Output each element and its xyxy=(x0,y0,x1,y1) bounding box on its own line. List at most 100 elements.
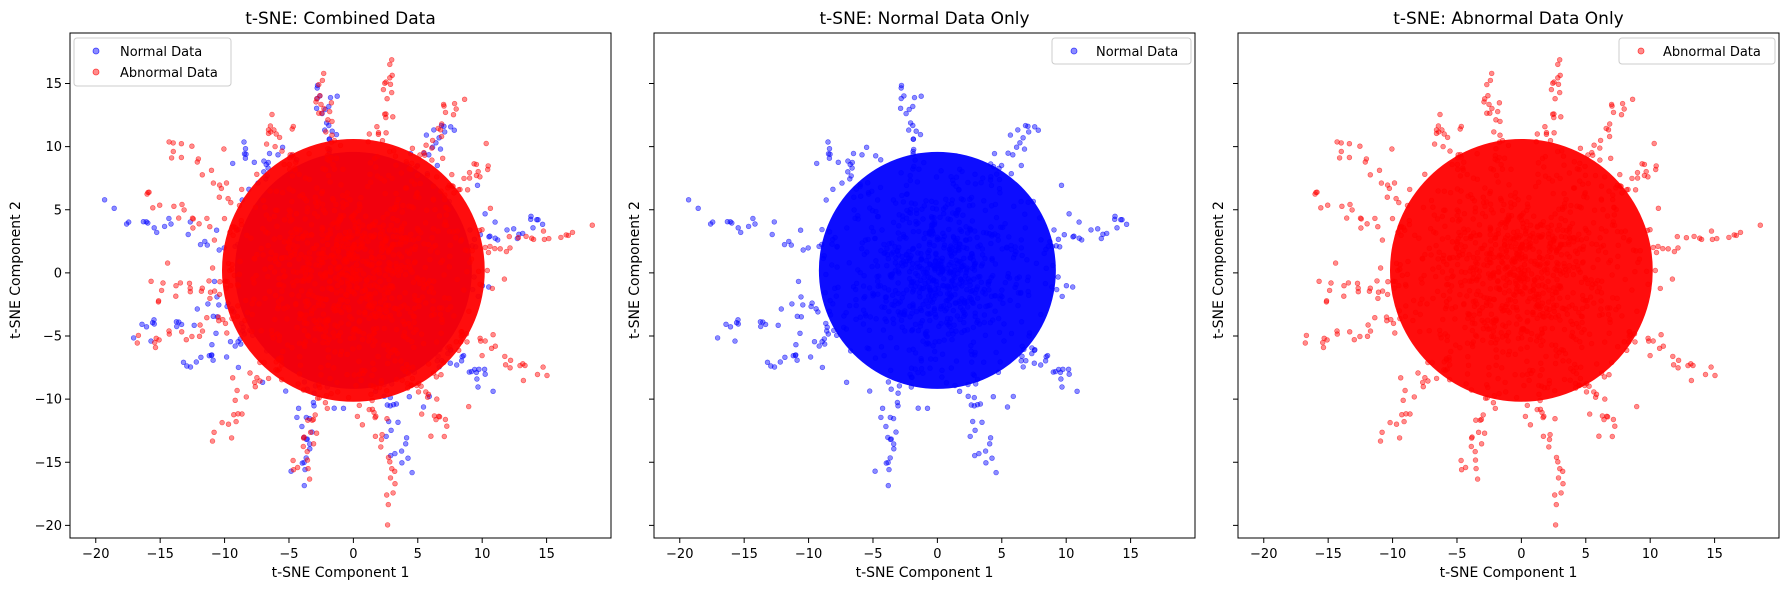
data-point xyxy=(391,241,397,248)
data-point xyxy=(281,217,288,223)
data-point xyxy=(144,191,150,197)
data-point xyxy=(771,219,777,225)
data-point xyxy=(870,290,876,296)
data-point xyxy=(381,325,387,332)
data-point xyxy=(291,282,297,289)
data-point xyxy=(800,247,806,253)
data-point xyxy=(435,125,441,132)
data-point xyxy=(996,176,1003,183)
data-point xyxy=(304,457,311,463)
data-point xyxy=(415,389,422,395)
data-point xyxy=(982,448,989,454)
data-point xyxy=(724,219,731,225)
data-point xyxy=(312,194,318,200)
data-point xyxy=(1455,218,1462,224)
data-point xyxy=(829,241,835,247)
data-point xyxy=(798,294,804,300)
data-point xyxy=(1446,296,1453,302)
data-point xyxy=(366,131,372,137)
data-point xyxy=(898,170,904,176)
data-point xyxy=(723,321,729,327)
data-point xyxy=(290,123,296,130)
data-point xyxy=(893,345,900,351)
data-point xyxy=(851,207,857,213)
data-point xyxy=(366,223,373,230)
data-point xyxy=(1074,388,1080,394)
data-point xyxy=(926,230,932,236)
data-point xyxy=(1490,400,1497,406)
data-point xyxy=(834,264,840,270)
data-point xyxy=(1397,375,1404,381)
data-point xyxy=(957,227,963,233)
data-point xyxy=(368,391,374,397)
data-point xyxy=(865,236,871,243)
data-point xyxy=(262,266,268,272)
data-point xyxy=(389,175,395,182)
data-point xyxy=(869,188,875,195)
data-point xyxy=(1507,239,1513,245)
data-point xyxy=(1417,311,1424,318)
data-point xyxy=(423,207,430,213)
data-point xyxy=(414,163,420,170)
data-point xyxy=(412,259,418,265)
data-point xyxy=(866,388,873,394)
data-point xyxy=(378,380,384,387)
data-point xyxy=(216,182,223,188)
legend-label-normal: Normal Data xyxy=(120,45,202,60)
data-point xyxy=(733,320,740,326)
data-point xyxy=(1571,159,1578,165)
data-point xyxy=(1558,215,1564,222)
data-point xyxy=(407,267,414,273)
data-point xyxy=(1639,161,1645,167)
x-tick-label: −15 xyxy=(1314,547,1341,562)
data-point xyxy=(383,302,389,308)
data-point xyxy=(323,324,329,330)
data-point xyxy=(381,296,388,302)
data-point xyxy=(909,328,915,334)
data-point xyxy=(279,148,285,154)
data-point xyxy=(912,283,918,290)
data-point xyxy=(446,264,453,270)
data-point xyxy=(382,285,389,291)
data-point xyxy=(913,210,920,217)
data-point xyxy=(173,283,179,289)
data-point xyxy=(1497,132,1503,138)
data-point xyxy=(179,201,185,208)
data-point xyxy=(328,100,335,106)
data-point xyxy=(190,225,196,231)
data-point xyxy=(921,159,927,166)
data-point xyxy=(933,292,939,298)
data-point xyxy=(875,213,881,220)
data-point xyxy=(374,123,380,130)
data-point xyxy=(392,358,398,364)
data-point xyxy=(919,318,926,324)
data-point xyxy=(1478,292,1484,299)
data-point xyxy=(1531,277,1538,283)
data-point xyxy=(1499,166,1506,172)
data-point xyxy=(331,259,337,265)
data-point xyxy=(1655,205,1662,212)
data-point xyxy=(1473,333,1480,340)
data-point xyxy=(363,213,369,219)
data-point xyxy=(296,171,302,178)
data-point xyxy=(412,243,419,250)
data-point xyxy=(394,234,401,240)
data-point xyxy=(933,250,939,257)
data-point xyxy=(911,163,917,170)
data-point xyxy=(204,242,211,248)
data-point xyxy=(1367,172,1374,178)
x-tick-label: 5 xyxy=(998,547,1006,562)
data-point xyxy=(1468,435,1475,441)
data-point xyxy=(973,286,980,292)
data-point xyxy=(1419,280,1425,286)
data-point xyxy=(198,288,205,294)
data-point xyxy=(359,295,365,302)
data-point xyxy=(374,284,381,290)
data-point xyxy=(363,282,369,288)
data-point xyxy=(286,161,293,168)
data-point xyxy=(1524,318,1531,324)
data-point xyxy=(472,366,478,373)
data-point xyxy=(957,241,963,247)
data-point xyxy=(983,460,989,466)
data-point xyxy=(1384,318,1390,324)
